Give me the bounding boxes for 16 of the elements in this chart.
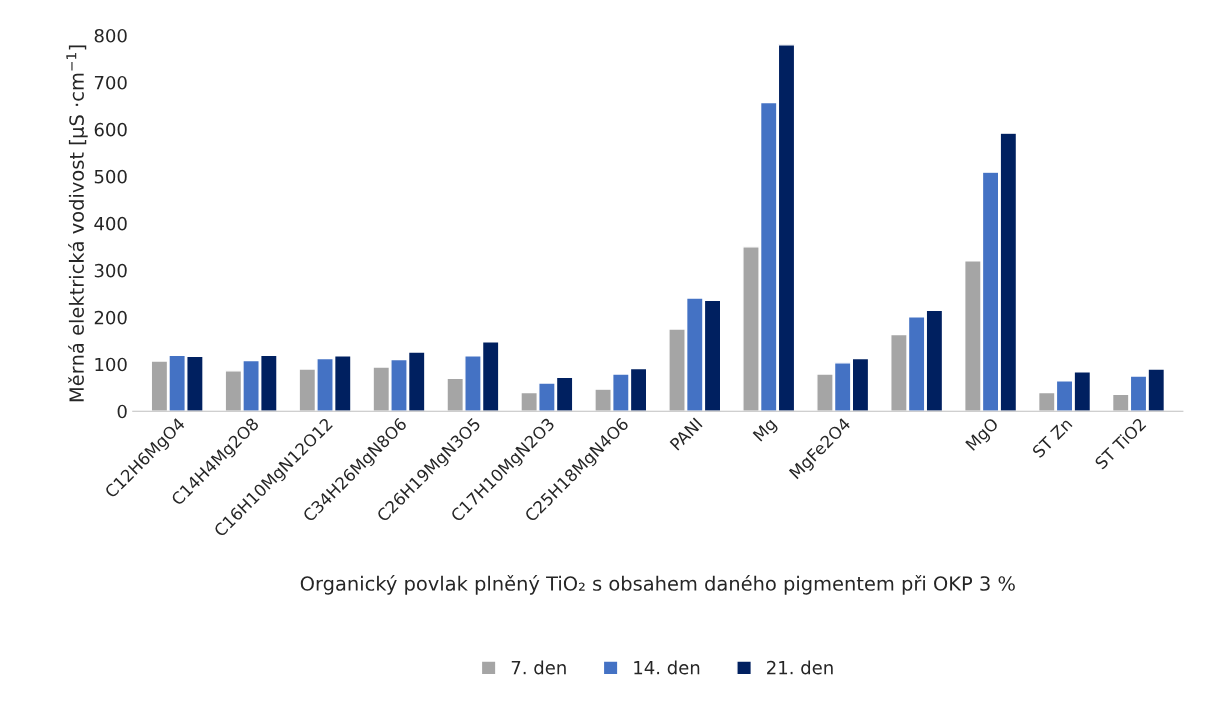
x-tick-label: ST Zn — [1031, 417, 1073, 459]
y-tick-label: 400 — [94, 216, 127, 231]
y-tick-label: 500 — [94, 169, 127, 184]
y-tick-label: 600 — [94, 122, 127, 137]
legend-label: 21. den — [767, 660, 833, 675]
y-tick-label: 200 — [94, 310, 127, 325]
x-axis-title: Organický povlak plněný TiO₂ s obsahem daného pigmentem při OKP 3 % — [300, 575, 1015, 595]
x-tick-label: Mg — [752, 417, 780, 444]
y-tick-label: 700 — [94, 75, 127, 90]
y-axis-title: Měrná elektrická vodivost [µS ·cm$^{−1}$] — [66, 45, 88, 402]
legend-label: 14. den — [634, 660, 700, 675]
y-tick-label: 800 — [94, 28, 127, 43]
y-tick-label: 300 — [94, 263, 127, 278]
y-tick-label: 100 — [95, 357, 127, 372]
y-tick-label: 0 — [117, 404, 127, 419]
legend-label: 7. den — [511, 660, 566, 675]
